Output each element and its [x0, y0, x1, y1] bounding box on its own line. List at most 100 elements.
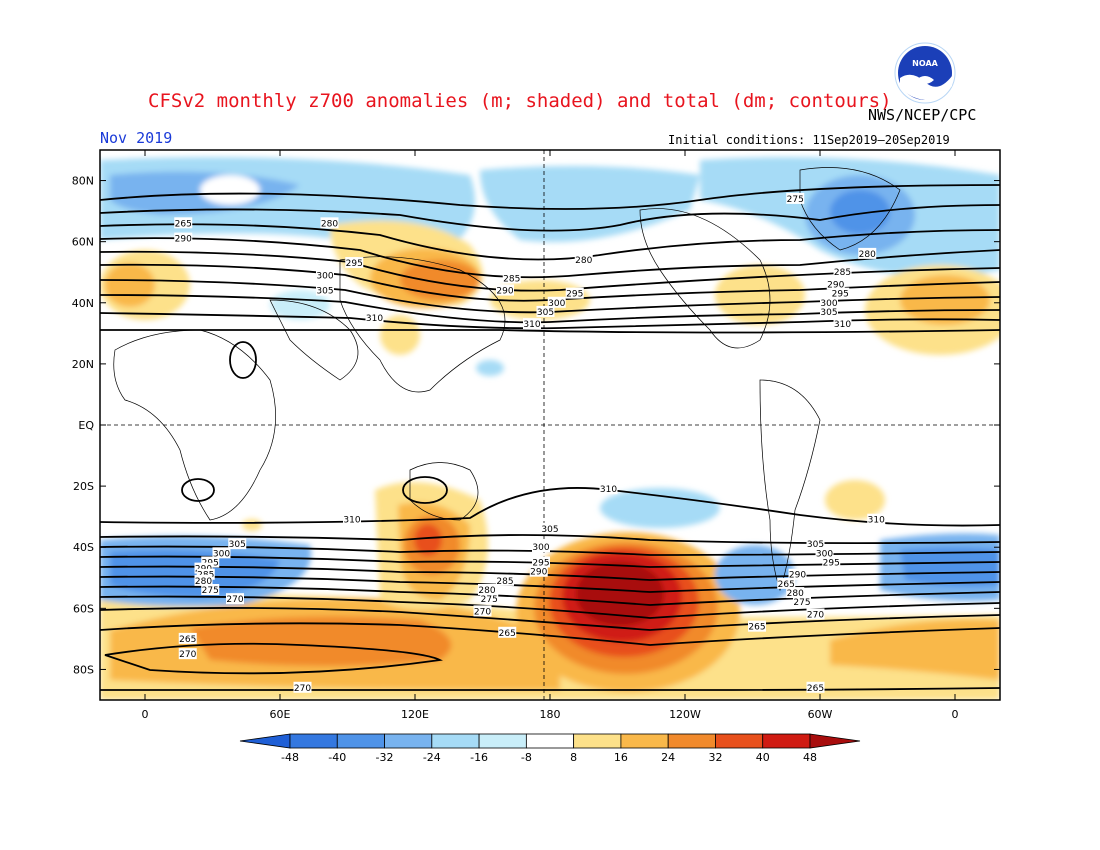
colorbar-segment: [620, 733, 669, 749]
contour-label-bg: [547, 296, 566, 308]
contour-label-bg: [194, 574, 213, 586]
contour-label: 295: [823, 559, 840, 569]
lon-tick-label: 120W: [669, 708, 701, 721]
contour-label-bg: [498, 626, 517, 638]
colorbar-segment: [715, 733, 764, 749]
forecast-month: Nov 2019: [100, 129, 173, 147]
contour-label-bg: [212, 547, 231, 559]
contour-label-bg: [228, 538, 247, 550]
contour-label: 265: [748, 623, 765, 633]
contour-label: 310: [523, 320, 540, 330]
contour-label-bg: [599, 483, 618, 495]
noaa-logo: NOAA: [894, 42, 956, 104]
colorbar-label: 8: [570, 751, 577, 764]
contour-label: 305: [541, 525, 558, 535]
contour-label-bg: [365, 312, 384, 324]
contour-label: 300: [316, 271, 333, 281]
contour-label-bg: [806, 608, 825, 620]
colorbar-label: -24: [423, 751, 441, 764]
lon-tick-label: 0: [142, 708, 149, 721]
contour-label: 310: [366, 314, 383, 324]
contour-label-bg: [194, 562, 213, 574]
lon-tick-label: 60E: [270, 708, 291, 721]
contour-label-bg: [480, 593, 499, 605]
colorbar-label: -8: [521, 751, 532, 764]
contour-label-bg: [201, 584, 220, 595]
contour-label-bg: [820, 305, 838, 317]
contour-label: 290: [530, 568, 547, 578]
contour-label: 280: [575, 256, 592, 266]
contour-label-bg: [532, 541, 550, 553]
contour-label: 265: [807, 684, 824, 694]
contour-label: 280: [321, 219, 338, 229]
colorbar-label: 24: [661, 751, 675, 764]
colorbar: -48 -40 -32 -24 -16 -8 8 16 24 32 40 48: [239, 733, 861, 764]
latitude-axis: 80N 60N 40N 20N EQ 20S 40S 60S 80S: [72, 175, 1000, 676]
contour-label-bg: [523, 318, 541, 330]
contour-label: 300: [816, 549, 833, 559]
contour-label: 300: [548, 299, 565, 309]
colorbar-label: 40: [756, 751, 770, 764]
contour-label-bg: [833, 318, 852, 330]
contour-label: 265: [499, 629, 516, 639]
contour-label: 275: [481, 595, 498, 605]
contour-label-bg: [529, 565, 548, 577]
contour-label: 305: [316, 287, 333, 297]
initial-conditions: Initial conditions: 11Sep2019–20Sep2019: [668, 133, 950, 147]
contour-label: 280: [195, 577, 212, 587]
contour-label-bg: [541, 522, 559, 534]
contour-label-bg: [833, 266, 852, 278]
contour-label: 275: [787, 195, 804, 205]
colorbar-label: -40: [328, 751, 346, 764]
chart-title: CFSv2 monthly z700 anomalies (m; shaded)…: [148, 90, 892, 112]
contour-label-bg: [806, 681, 825, 693]
contour-label: 295: [532, 559, 549, 569]
contour-label-bg: [822, 556, 841, 568]
contour-label: 305: [537, 308, 554, 318]
contour-label-bg: [496, 284, 514, 296]
contour-label-bg: [748, 620, 766, 632]
lat-tick-label: 60N: [72, 236, 94, 249]
contour-label-bg: [831, 287, 850, 299]
lat-tick-label: EQ: [78, 419, 94, 432]
colorbar-segment: [384, 733, 433, 749]
contour-label: 285: [503, 274, 520, 284]
contour-label-bg: [473, 605, 492, 617]
contour-label-bg: [502, 272, 521, 284]
lon-tick-label: 120E: [401, 708, 429, 721]
contour-label-bg: [345, 257, 364, 269]
anomaly-shading: [100, 157, 1000, 700]
colorbar-segment: [431, 733, 480, 749]
contour-label: 265: [778, 580, 795, 590]
contour-label: 305: [820, 308, 837, 318]
contour-label-bg: [793, 596, 811, 608]
contour-label-bg: [826, 278, 845, 290]
contour-label: 305: [229, 540, 246, 550]
colorbar-label: -48: [281, 751, 299, 764]
svg-text:NOAA: NOAA: [912, 59, 938, 68]
colorbar-label: -16: [470, 751, 488, 764]
contour-label-bg: [532, 556, 550, 568]
contour-label: 290: [789, 571, 806, 581]
colorbar-segment: [478, 733, 527, 749]
contour-label-bg: [496, 574, 514, 586]
contour-label: 265: [175, 219, 192, 229]
contour-label-bg: [226, 593, 244, 605]
contour-label: 270: [294, 684, 311, 694]
contour-label: 290: [827, 280, 844, 290]
contour-label: 300: [532, 543, 549, 553]
contour-label: 275: [793, 598, 810, 608]
lat-tick-label: 40N: [72, 297, 94, 310]
contour-label: 270: [226, 595, 243, 605]
contour-label-bg: [316, 269, 334, 281]
contour-label-bg: [858, 247, 877, 259]
contour-label: 290: [175, 235, 192, 245]
contour-label: 280: [478, 586, 495, 596]
contour-label: 300: [820, 299, 837, 309]
contour-label-bg: [174, 217, 193, 229]
lat-tick-label: 20N: [72, 358, 94, 371]
agency-label: NWS/NCEP/CPC: [868, 106, 977, 124]
contour-label-bg: [777, 577, 796, 589]
colorbar-label: 16: [614, 751, 628, 764]
contour-label-bg: [201, 556, 220, 568]
